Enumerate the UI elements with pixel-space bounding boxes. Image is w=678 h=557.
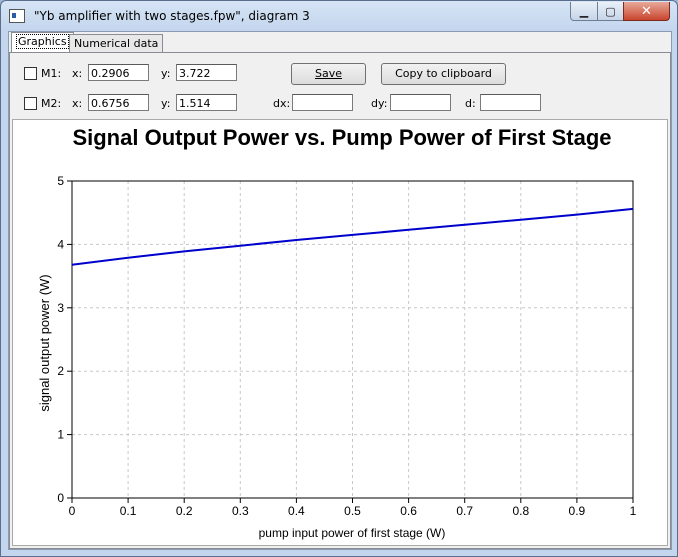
y-tick-label: 4 — [57, 237, 64, 251]
client-area: Graphics Numerical data M1: x: 0.2906 y:… — [8, 31, 672, 550]
chart[interactable]: Signal Output Power vs. Pump Power of Fi… — [13, 120, 667, 545]
y-tick-label: 0 — [57, 491, 64, 505]
m2-checkbox[interactable] — [24, 97, 37, 110]
y-tick-label: 5 — [57, 174, 64, 188]
copy-to-clipboard-button[interactable]: Copy to clipboard — [381, 63, 506, 85]
y-tick-label: 3 — [57, 301, 64, 315]
x-tick-label: 0.3 — [232, 504, 249, 518]
tab-numerical-data-label: Numerical data — [74, 37, 159, 50]
minimize-button[interactable]: ▁ — [570, 2, 598, 21]
m1-x-label: x: — [72, 67, 83, 80]
d-field[interactable] — [480, 94, 541, 111]
chart-grid — [72, 181, 633, 498]
tab-graphics[interactable]: Graphics — [11, 32, 74, 53]
m1-label: M1: — [41, 67, 62, 80]
chart-title: Signal Output Power vs. Pump Power of Fi… — [72, 125, 611, 150]
window-title: "Yb amplifier with two stages.fpw", diag… — [34, 9, 310, 23]
m2-x-field[interactable]: 0.6756 — [88, 94, 149, 111]
x-tick-label: 0 — [69, 504, 76, 518]
x-tick-label: 0.8 — [512, 504, 529, 518]
dx-label: dx: — [273, 97, 291, 110]
chart-series — [71, 207, 634, 266]
tab-numerical-data[interactable]: Numerical data — [69, 34, 164, 53]
m1-checkbox[interactable] — [24, 67, 37, 80]
copy-to-clipboard-label: Copy to clipboard — [395, 67, 492, 80]
m2-x-label: x: — [72, 97, 83, 110]
m1-y-field[interactable]: 3.722 — [176, 64, 237, 81]
chart-ticks: 0 0.1 0.2 0.3 0.4 0.5 0.6 0.7 0.8 0.9 1 0 1 2 3 4 5 — [57, 174, 636, 518]
save-button-label: Save — [314, 67, 342, 80]
dx-field[interactable] — [292, 94, 353, 111]
save-button[interactable]: Save — [291, 63, 366, 85]
y-axis-label: signal output power (W) — [37, 274, 52, 411]
x-tick-label: 0.1 — [120, 504, 137, 518]
m1-y-label: y: — [161, 67, 171, 80]
d-label: d: — [465, 97, 476, 110]
tab-graphics-label: Graphics — [16, 34, 69, 49]
dy-label: dy: — [371, 97, 388, 110]
x-tick-label: 0.4 — [288, 504, 305, 518]
m2-y-label: y: — [161, 97, 171, 110]
x-tick-label: 0.7 — [456, 504, 473, 518]
y-tick-label: 2 — [57, 364, 64, 378]
x-tick-label: 0.2 — [176, 504, 193, 518]
m1-x-field[interactable]: 0.2906 — [88, 64, 149, 81]
dy-field[interactable] — [390, 94, 451, 111]
title-bar[interactable]: "Yb amplifier with two stages.fpw", diag… — [1, 1, 677, 31]
m2-y-field[interactable]: 1.514 — [176, 94, 237, 111]
x-tick-label: 1 — [630, 504, 637, 518]
x-tick-label: 0.5 — [344, 504, 361, 518]
maximize-button[interactable]: ▢ — [597, 2, 624, 21]
x-tick-label: 0.6 — [400, 504, 417, 518]
x-tick-label: 0.9 — [569, 504, 586, 518]
graphics-panel: M1: x: 0.2906 y: 3.722 Save Copy to clip… — [9, 52, 671, 549]
y-tick-label: 1 — [57, 428, 64, 442]
m2-label: M2: — [41, 97, 62, 110]
series-line — [71, 207, 634, 266]
x-axis-label: pump input power of first stage (W) — [259, 526, 446, 540]
plot-area[interactable]: Signal Output Power vs. Pump Power of Fi… — [12, 119, 668, 546]
app-icon[interactable] — [9, 9, 25, 23]
close-button[interactable]: ✕ — [623, 2, 670, 21]
